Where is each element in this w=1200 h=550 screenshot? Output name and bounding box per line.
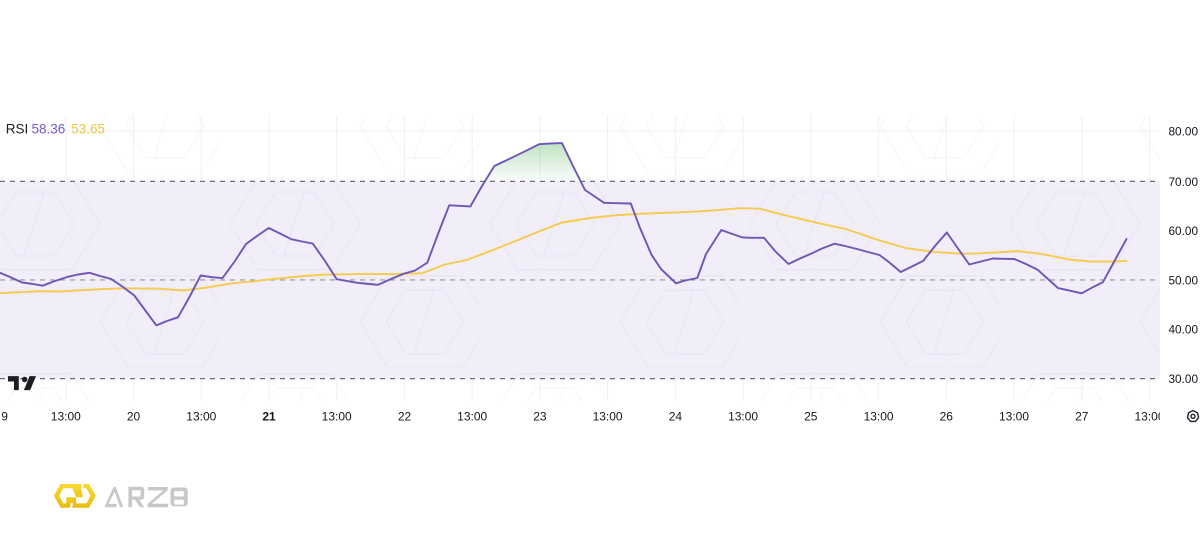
svg-text:30.00: 30.00 [1169,372,1199,386]
svg-text:13:00: 13:00 [322,409,352,423]
svg-text:58.36: 58.36 [32,121,66,136]
svg-text:13:00: 13:00 [186,409,216,423]
svg-text:22: 22 [398,409,412,423]
svg-text:13:00: 13:00 [999,409,1029,423]
svg-text:53.65: 53.65 [71,121,105,136]
svg-text:20: 20 [127,409,141,423]
svg-text:70.00: 70.00 [1169,175,1199,189]
svg-text:13:00: 13:00 [728,409,758,423]
svg-text:60.00: 60.00 [1169,224,1199,238]
svg-text:13:00: 13:00 [864,409,894,423]
svg-text:RSI: RSI [6,121,29,136]
svg-text:13:00: 13:00 [593,409,623,423]
svg-text:50.00: 50.00 [1169,273,1199,287]
svg-text:9: 9 [1,409,8,423]
svg-text:21: 21 [262,409,276,423]
svg-text:13:00: 13:00 [457,409,487,423]
svg-text:40.00: 40.00 [1169,323,1199,337]
svg-text:27: 27 [1075,409,1089,423]
svg-text:25: 25 [804,409,818,423]
svg-text:13:00: 13:00 [1134,409,1164,423]
svg-text:23: 23 [533,409,547,423]
svg-text:13:00: 13:00 [51,409,81,423]
svg-text:26: 26 [940,409,954,423]
svg-text:24: 24 [669,409,683,423]
svg-text:80.00: 80.00 [1169,124,1199,138]
